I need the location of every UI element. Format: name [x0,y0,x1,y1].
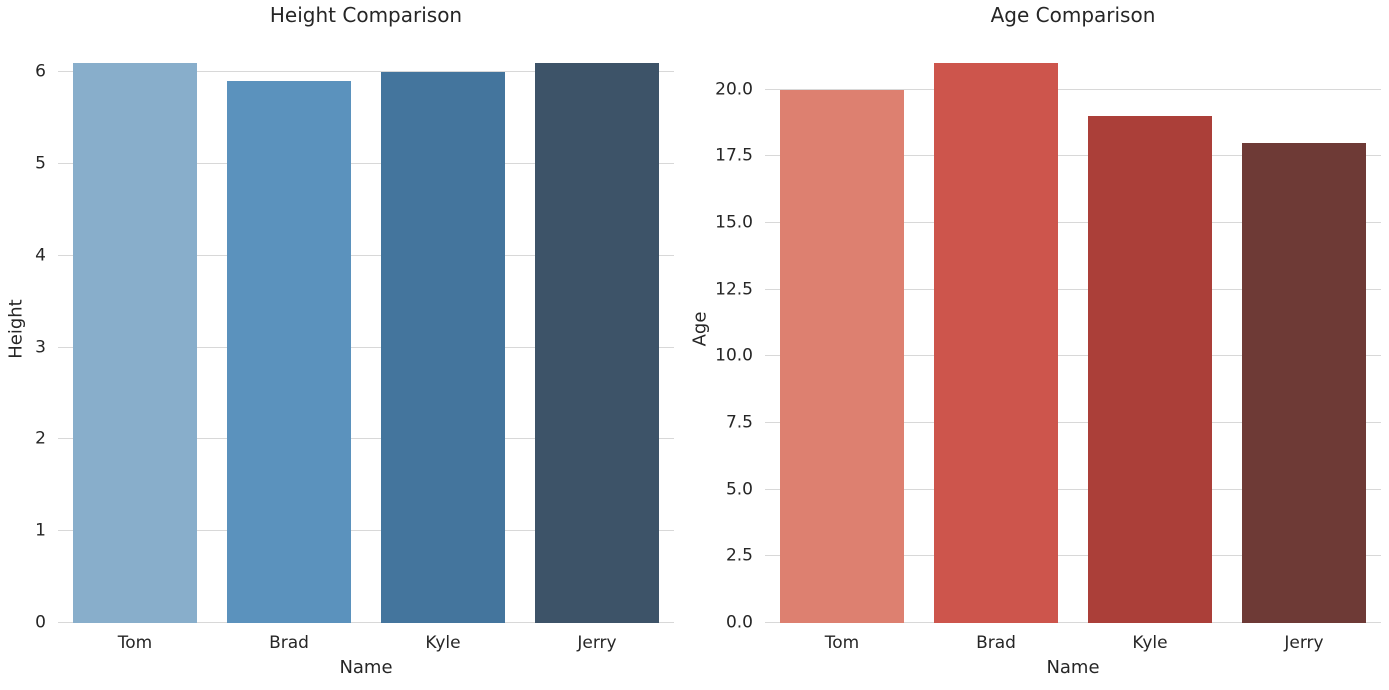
y-tick-labels: 0.0 2.5 5.0 7.5 10.0 12.5 15.0 17.5 20.0 [715,35,1381,631]
x-axis-label: Name [339,657,393,678]
x-tick-labels: Tom Brad Kyle Jerry [765,35,1381,653]
gridline [58,254,674,256]
y-tick-label: 2.5 [725,545,753,566]
x-tick-label: Brad [269,633,309,653]
gridline [765,355,1381,357]
x-axis-label: Name [1046,657,1100,678]
y-tick-label: 5 [35,153,46,174]
y-tick-label: 2 [35,428,46,449]
y-tick-label: 7.5 [725,412,753,433]
bar-tom-height [73,63,197,623]
bar-kyle-age [1088,116,1212,623]
bar-brad-height [227,81,351,623]
x-tick-label: Kyle [1132,633,1168,653]
gridline [765,88,1381,90]
gridline [765,422,1381,423]
y-tick-label: 3 [35,337,46,358]
gridline [58,162,674,164]
age-chart-axes: Age Comparison Age Name 0.0 2.5 5.0 7.5 10.0… [690,4,1381,678]
y-tick-label: 5.0 [725,479,753,500]
y-tick-label: 6 [35,61,46,82]
gridline [765,288,1381,290]
gridline [58,346,674,348]
gridline [765,222,1381,223]
height-chart-axes: Height Comparison Height Name 0 1 2 3 4 5 6 To… [6,4,674,678]
gridline [765,155,1381,157]
y-tick-label: 0 [35,612,46,633]
y-tick-label: 15.0 [715,212,753,233]
y-tick-label: 20.0 [715,79,753,100]
chart-title: Height Comparison [269,3,463,27]
gridline [58,438,674,440]
x-tick-label: Tom [824,633,860,653]
bar-brad-age [934,63,1058,623]
bars-layer [765,35,1381,623]
x-tick-label: Jerry [1284,633,1324,653]
x-tick-label: Tom [117,633,153,653]
chart-title: Age Comparison [990,3,1156,27]
bar-kyle-height [381,72,505,623]
y-tick-label: 1 [35,520,46,541]
y-tick-labels: 0 1 2 3 4 5 6 [35,35,674,631]
y-tick-label: 4 [35,245,46,266]
gridline [58,71,674,73]
x-tick-label: Brad [976,633,1016,653]
y-tick-label: 17.5 [715,145,753,166]
gridline [765,488,1381,490]
bar-tom-age [780,89,904,623]
gridline [58,530,674,532]
x-tick-labels: Tom Brad Kyle Jerry [58,35,674,653]
bars-layer [58,35,674,623]
y-axis-label: Age [689,311,711,347]
grid-layer [765,35,1381,623]
y-tick-label: 0.0 [725,612,753,633]
grid-layer [58,35,674,623]
x-tick-label: Jerry [577,633,617,653]
y-tick-label: 10.0 [715,345,753,366]
y-axis-label: Height [5,299,27,359]
gridline [58,622,674,623]
bar-jerry-height [535,63,659,623]
gridline [765,555,1381,557]
y-tick-label: 12.5 [715,279,753,300]
x-tick-label: Kyle [425,633,461,653]
bar-jerry-age [1242,143,1366,623]
gridline [765,622,1381,623]
